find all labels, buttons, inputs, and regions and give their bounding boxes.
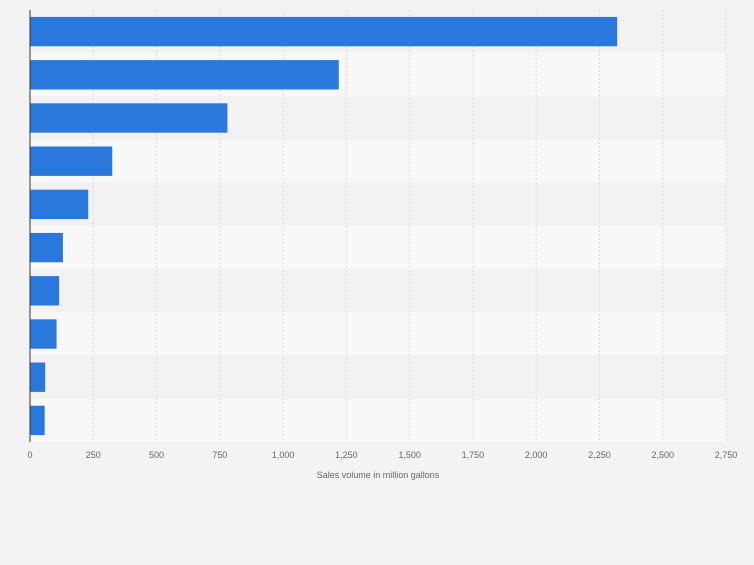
- bars: [30, 16, 618, 436]
- x-tick-label: 1,750: [462, 450, 485, 460]
- row-band: [30, 398, 726, 442]
- x-tick-label: 250: [86, 450, 101, 460]
- row-band: [30, 182, 726, 226]
- bar: [30, 60, 339, 90]
- bar: [30, 189, 89, 220]
- x-tick-label: 0: [27, 450, 32, 460]
- bar: [30, 146, 113, 176]
- x-tick-label: 2,500: [651, 450, 674, 460]
- bar: [30, 103, 228, 133]
- bar: [30, 405, 45, 436]
- x-tick-label: 750: [212, 450, 227, 460]
- bar: [30, 232, 63, 263]
- x-axis-label: Sales volume in million gallons: [317, 470, 440, 480]
- bar: [30, 276, 60, 306]
- row-bands: [30, 10, 726, 442]
- x-tick-label: 2,750: [715, 450, 738, 460]
- row-band: [30, 226, 726, 270]
- bar: [30, 362, 46, 392]
- x-tick-label: 2,250: [588, 450, 611, 460]
- x-tick-label: 1,000: [272, 450, 295, 460]
- bar: [30, 16, 618, 47]
- row-band: [30, 139, 726, 183]
- row-band: [30, 269, 726, 313]
- x-tick-label: 500: [149, 450, 164, 460]
- bar: [30, 319, 57, 349]
- x-tick-label: 1,500: [398, 450, 421, 460]
- x-tick-label: 2,000: [525, 450, 548, 460]
- x-tick-labels: 0 250 500 750 1,000 1,250 1,500 1,750 2,000 2,250…: [27, 450, 737, 460]
- row-band: [30, 312, 726, 356]
- x-tick-label: 1,250: [335, 450, 358, 460]
- row-band: [30, 355, 726, 399]
